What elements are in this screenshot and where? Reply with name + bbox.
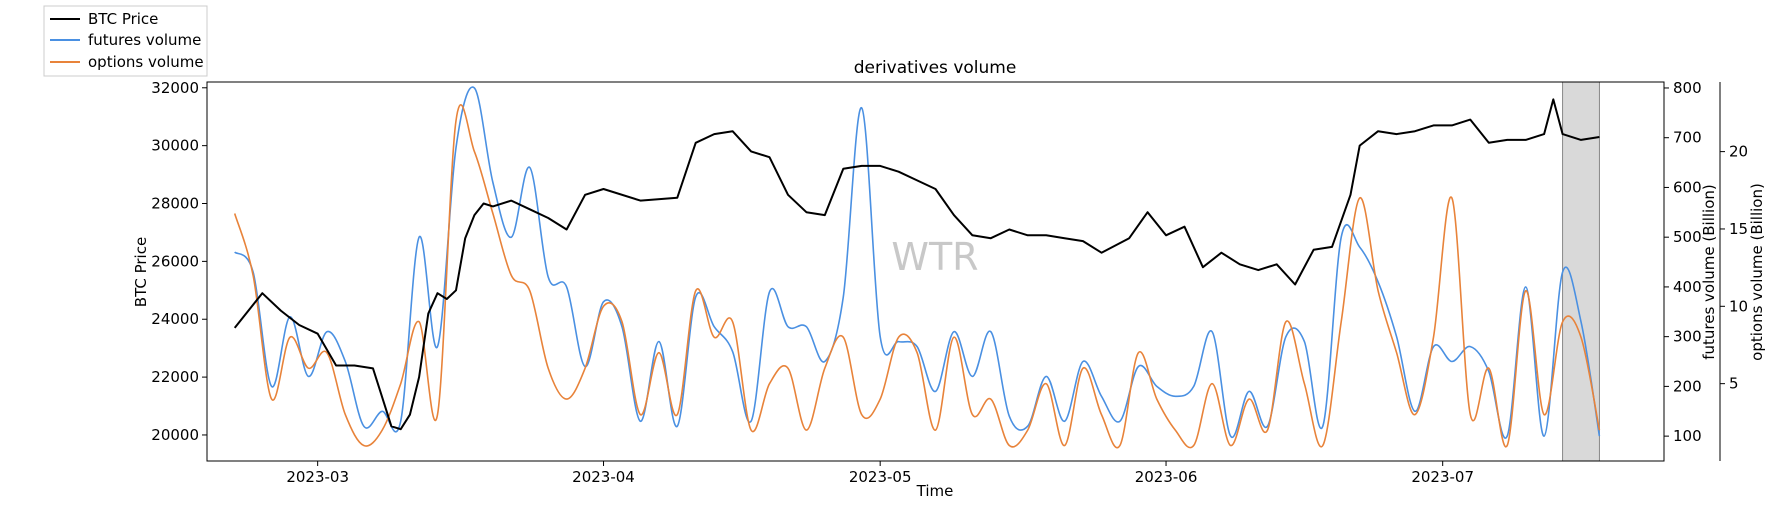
x-tick-label: 2023-06: [1135, 468, 1198, 486]
legend-label-options-volume: options volume: [88, 53, 204, 71]
options-tick-label: 15: [1729, 220, 1748, 238]
futures-tick-label: 500: [1673, 228, 1702, 246]
left-tick-label: 20000: [151, 426, 199, 444]
options-tick-label: 20: [1729, 143, 1748, 161]
left-tick-label: 28000: [151, 195, 199, 213]
left-tick-label: 32000: [151, 79, 199, 97]
x-tick-label: 2023-03: [286, 468, 349, 486]
left-tick-label: 26000: [151, 252, 199, 270]
x-tick-label: 2023-07: [1411, 468, 1474, 486]
legend: BTC Price futures volume options volume: [43, 5, 208, 77]
futures-tick-label: 600: [1673, 178, 1702, 196]
futures-tick-label: 200: [1673, 377, 1702, 395]
plot-frame: [206, 81, 1665, 462]
options-volume-line: [233, 104, 1601, 449]
watermark: WTR: [891, 235, 978, 279]
left-tick-label: 30000: [151, 137, 199, 155]
legend-label-btc-price: BTC Price: [88, 10, 158, 28]
x-tick-label: 2023-04: [572, 468, 635, 486]
futures-tick-label: 800: [1673, 79, 1702, 97]
x-axis-title: Time: [916, 482, 954, 500]
futures-axis-title: futures volume (Billion): [1700, 184, 1718, 360]
futures-tick-label: 100: [1673, 427, 1702, 445]
x-tick-label: 2023-05: [849, 468, 912, 486]
axes: 2023-03 2023-04 2023-05 2023-06 2023-07 20000…: [151, 79, 1748, 486]
left-tick-label: 24000: [151, 310, 199, 328]
options-axis-title: options volume (Billion): [1748, 183, 1766, 361]
options-tick-label: 5: [1729, 375, 1739, 393]
left-tick-label: 22000: [151, 368, 199, 386]
futures-volume-line: [234, 86, 1601, 439]
futures-tick-label: 700: [1673, 129, 1702, 147]
left-axis-title: BTC Price: [132, 237, 150, 307]
options-tick-label: 10: [1729, 297, 1748, 315]
btc-price-line: [233, 98, 1600, 431]
legend-label-futures-volume: futures volume: [88, 31, 201, 49]
futures-tick-label: 300: [1673, 328, 1702, 346]
futures-tick-label: 400: [1673, 278, 1702, 296]
chart-title: derivatives volume: [854, 58, 1017, 78]
